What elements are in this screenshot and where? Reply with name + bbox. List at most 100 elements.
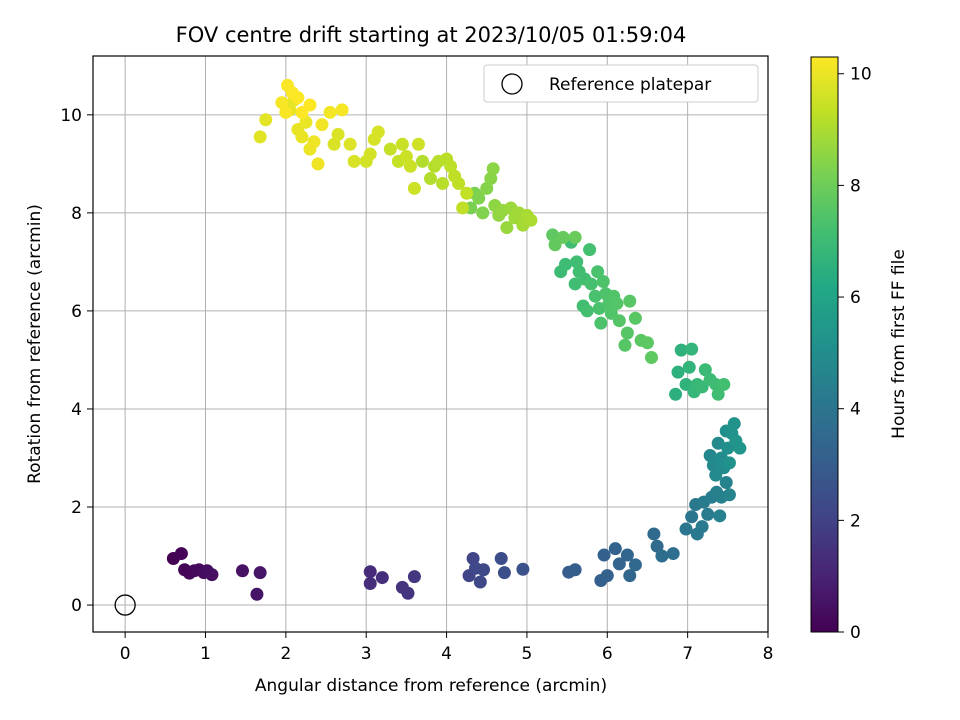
data-point	[480, 181, 494, 195]
colorbar-tick-label: 6	[850, 288, 861, 308]
x-tick-label: 3	[361, 644, 372, 664]
y-axis-ticks: 0 2 4 6 8 10	[60, 106, 93, 616]
data-point	[722, 488, 736, 502]
y-tick-label: 10	[60, 106, 82, 126]
data-point	[472, 191, 486, 205]
colorbar: 0 2 4 6 8 10 Hours from first FF file	[810, 56, 909, 643]
data-point	[591, 265, 605, 279]
data-point	[460, 186, 474, 200]
data-point	[588, 289, 602, 303]
data-point	[674, 343, 688, 357]
data-point	[669, 387, 683, 401]
data-point	[717, 377, 731, 391]
data-point	[719, 475, 733, 489]
colorbar-tick-label: 4	[850, 400, 861, 420]
colorbar-label: Hours from first FF file	[889, 249, 909, 439]
data-point	[650, 539, 664, 553]
data-point	[711, 387, 725, 401]
data-point	[327, 137, 341, 151]
data-point	[570, 255, 584, 269]
data-point	[655, 549, 669, 563]
data-point	[594, 316, 608, 330]
x-tick-label: 5	[522, 644, 533, 664]
data-point	[307, 135, 321, 149]
data-point	[291, 91, 305, 105]
data-point	[466, 551, 480, 565]
data-point	[303, 98, 317, 112]
data-point	[597, 548, 611, 562]
legend-entry: Reference platepar	[549, 75, 711, 95]
data-point	[640, 336, 654, 350]
data-point	[628, 558, 642, 572]
data-point	[612, 557, 626, 571]
data-point	[484, 172, 498, 186]
data-point	[580, 304, 594, 318]
data-point	[679, 522, 693, 536]
data-point	[399, 149, 413, 163]
data-point	[395, 137, 409, 151]
data-point	[722, 456, 736, 470]
data-point	[713, 509, 727, 523]
colorbar-tick-label: 8	[850, 176, 861, 196]
data-point	[497, 566, 511, 580]
data-point	[559, 257, 572, 271]
colorbar-tick-label: 2	[850, 511, 861, 531]
colorbar-tick-label: 10	[850, 65, 872, 85]
data-point	[733, 441, 747, 455]
data-point	[279, 105, 293, 119]
chart-title: FOV centre drift starting at 2023/10/05 …	[176, 23, 687, 47]
data-point	[259, 113, 273, 127]
data-point	[424, 172, 437, 186]
data-point	[275, 96, 289, 110]
data-point	[556, 230, 570, 244]
data-point	[592, 301, 606, 315]
data-point	[568, 277, 582, 291]
data-point	[174, 547, 188, 561]
data-point	[473, 575, 487, 589]
data-point	[682, 360, 696, 374]
data-point	[644, 350, 658, 364]
x-axis-ticks: 0 1 2 3 4 5 6 7 8	[120, 632, 774, 664]
data-point	[623, 569, 637, 583]
legend: Reference platepar	[483, 64, 759, 103]
data-point	[500, 221, 514, 235]
legend-box	[483, 64, 759, 103]
data-point	[250, 587, 264, 601]
data-point	[253, 130, 267, 144]
data-points	[166, 78, 747, 601]
data-point	[299, 115, 313, 129]
reference-platepar-marker	[114, 594, 136, 616]
data-point	[363, 576, 377, 590]
data-point	[618, 338, 632, 352]
data-point	[295, 130, 309, 144]
data-point	[411, 137, 425, 151]
data-point	[698, 363, 712, 377]
legend-marker-icon	[501, 73, 523, 95]
data-point	[253, 566, 267, 580]
data-point	[671, 365, 685, 379]
data-point	[401, 586, 415, 600]
x-tick-label: 8	[763, 644, 774, 664]
data-point	[486, 162, 500, 176]
data-point	[620, 326, 634, 340]
data-point	[335, 103, 349, 117]
data-point	[494, 551, 508, 565]
x-tick-label: 4	[441, 644, 452, 664]
data-point	[407, 570, 421, 584]
data-point	[600, 569, 614, 583]
data-point	[623, 294, 637, 308]
x-tick-label: 6	[602, 644, 613, 664]
data-point	[347, 154, 361, 168]
x-tick-label: 0	[120, 644, 131, 664]
data-point	[695, 520, 709, 534]
data-point	[363, 565, 377, 579]
data-point	[363, 147, 377, 161]
y-tick-label: 6	[71, 302, 82, 322]
data-point	[568, 230, 582, 244]
data-point	[235, 564, 249, 578]
data-point	[568, 563, 582, 577]
data-point	[524, 213, 538, 227]
data-point	[596, 274, 610, 288]
data-point	[375, 571, 389, 585]
